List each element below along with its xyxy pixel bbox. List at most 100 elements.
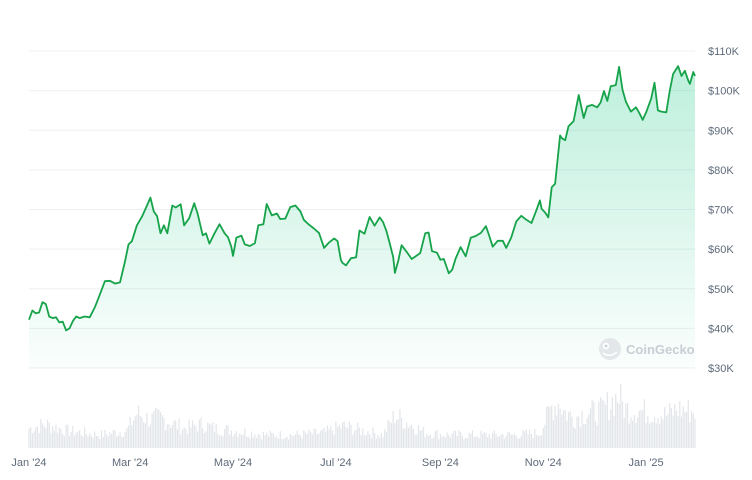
volume-bar <box>603 400 605 448</box>
y-tick-label: $100K <box>708 86 740 98</box>
volume-bar <box>429 434 431 448</box>
volume-bar <box>566 420 568 448</box>
volume-bar <box>112 429 114 448</box>
volume-bar <box>591 399 593 448</box>
volume-bar <box>139 416 141 448</box>
volume-bar <box>578 416 580 448</box>
volume-bar <box>611 397 613 448</box>
volume-bar <box>291 435 293 448</box>
volume-bar <box>80 435 82 448</box>
coingecko-watermark: CoinGecko <box>599 338 695 360</box>
volume-bar <box>519 438 521 448</box>
volume-bar <box>218 435 221 448</box>
volume-bar <box>207 422 209 448</box>
volume-bar <box>365 435 367 448</box>
volume-bar <box>441 436 443 448</box>
volume-bar <box>181 429 184 448</box>
volume-bar <box>45 427 47 448</box>
volume-bar <box>380 432 382 448</box>
volume-bar <box>309 431 312 448</box>
volume-bar <box>559 408 561 448</box>
volume-bar <box>431 438 433 448</box>
volume-bar <box>99 439 101 448</box>
volume-bar <box>628 423 630 448</box>
volume-bar <box>358 427 361 448</box>
volume-bar <box>599 397 602 448</box>
volume-bar <box>326 425 329 448</box>
volume-bar <box>176 429 178 448</box>
volume-bar <box>664 407 666 448</box>
volume-bar <box>164 430 167 448</box>
volume-bar <box>500 434 502 448</box>
volume-bar <box>669 403 671 448</box>
volume-bar <box>390 423 393 448</box>
volume-bar <box>318 433 320 448</box>
volume-bar <box>220 435 222 448</box>
volume-bar <box>55 424 57 448</box>
volume-bar <box>350 424 352 448</box>
volume-bar <box>532 437 534 448</box>
volume-bar <box>466 438 468 448</box>
volume-bar <box>151 413 153 448</box>
volume-bar <box>41 423 44 448</box>
volume-bar <box>584 424 587 448</box>
volume-bar <box>188 419 190 448</box>
volume-bar <box>30 427 32 448</box>
volume-bar <box>475 436 477 448</box>
volume-bar <box>97 436 99 448</box>
volume-bar <box>401 417 403 448</box>
volume-bar <box>625 403 627 448</box>
volume-bar <box>286 436 288 448</box>
x-tick-label: Mar '24 <box>112 457 148 469</box>
volume-bar <box>205 431 207 448</box>
x-tick-label: Jan '24 <box>11 457 46 469</box>
volume-bar <box>605 404 607 448</box>
volume-bar <box>370 438 372 448</box>
volume-bar <box>257 434 259 448</box>
volume-bar <box>581 411 583 448</box>
volume-bar <box>217 433 219 448</box>
volume-bar <box>82 436 84 448</box>
volume-bar <box>126 428 128 448</box>
volume-bar <box>252 437 254 448</box>
volume-bar <box>552 420 554 448</box>
volume-bar <box>153 411 155 448</box>
volume-bar <box>85 433 87 448</box>
volume-bar <box>399 409 401 448</box>
volume-bar <box>94 431 96 448</box>
y-tick-label: $30K <box>708 363 734 375</box>
volume-bar <box>620 383 622 448</box>
volume-bar <box>227 425 229 448</box>
volume-bar <box>640 410 642 448</box>
volume-bar <box>493 430 495 448</box>
volume-bar <box>490 438 492 448</box>
volume-bar <box>648 423 651 448</box>
volume-bar <box>261 439 263 448</box>
volume-bar <box>163 417 165 448</box>
volume-bar <box>249 438 251 448</box>
volume-bar <box>544 424 546 448</box>
volume-bar <box>684 412 686 448</box>
volume-bar <box>530 434 533 448</box>
volume-bar <box>689 422 691 448</box>
volume-bar <box>512 434 514 448</box>
volume-bar <box>353 430 356 448</box>
volume-bar <box>134 416 136 448</box>
y-tick-label: $90K <box>708 125 734 137</box>
volume-bar <box>635 422 637 448</box>
volume-bar <box>288 439 290 448</box>
volume-bar <box>463 439 465 448</box>
volume-bar <box>191 420 194 448</box>
volume-bar <box>451 433 453 448</box>
volume-bar <box>517 438 519 448</box>
volume-bar <box>573 426 575 448</box>
price-line <box>28 65 696 332</box>
volume-bar <box>200 417 202 448</box>
volume-bar <box>414 434 416 448</box>
volume-bar <box>485 432 487 448</box>
y-tick-label: $50K <box>708 284 734 296</box>
volume-bar <box>315 429 317 448</box>
volume-bar <box>679 400 681 448</box>
volume-bar <box>510 434 512 448</box>
volume-bar <box>588 414 590 448</box>
